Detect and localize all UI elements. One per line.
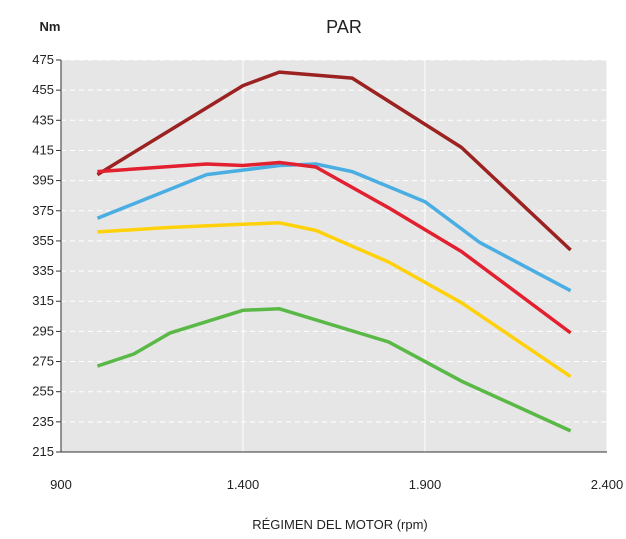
y-axis-ticks: 215 235 255 275 295 315 335 355 375 395 415 435 455 4…	[32, 52, 62, 459]
y-tick-label: 435	[32, 112, 54, 127]
series-line-3	[97, 160, 572, 335]
y-tick-label: 395	[32, 173, 54, 188]
y-tick-label: 455	[32, 82, 54, 97]
series-line-4	[97, 221, 572, 379]
series-lines	[96, 70, 572, 433]
y-tick-label: 475	[32, 52, 54, 67]
y-tick-label: 375	[32, 203, 54, 218]
y-tick-label: 255	[32, 384, 54, 399]
grid-lines	[61, 59, 608, 452]
series-line-5	[96, 307, 572, 433]
series-line-2	[96, 162, 572, 293]
x-tick-label: 1.900	[409, 477, 442, 492]
y-tick-label: 235	[32, 414, 54, 429]
y-axis-unit: Nm	[40, 19, 61, 34]
x-axis-ticks: 900 1.400 1.900 2.400	[50, 451, 624, 492]
y-tick-label: 315	[32, 293, 54, 308]
y-tick-label: 295	[32, 323, 54, 338]
y-tick-label: 215	[32, 444, 54, 459]
x-axis-label: RÉGIMEN DEL MOTOR (rpm)	[252, 517, 428, 532]
y-tick-label: 275	[32, 354, 54, 369]
x-tick-label: 1.400	[227, 477, 260, 492]
y-tick-label: 335	[32, 263, 54, 278]
y-tick-label: 415	[32, 142, 54, 157]
chart-title: PAR	[326, 17, 362, 37]
x-tick-label: 2.400	[591, 477, 624, 492]
x-tick-label: 900	[50, 477, 72, 492]
series-line-1	[96, 70, 572, 252]
y-tick-label: 355	[32, 233, 54, 248]
plot-area	[61, 60, 607, 452]
